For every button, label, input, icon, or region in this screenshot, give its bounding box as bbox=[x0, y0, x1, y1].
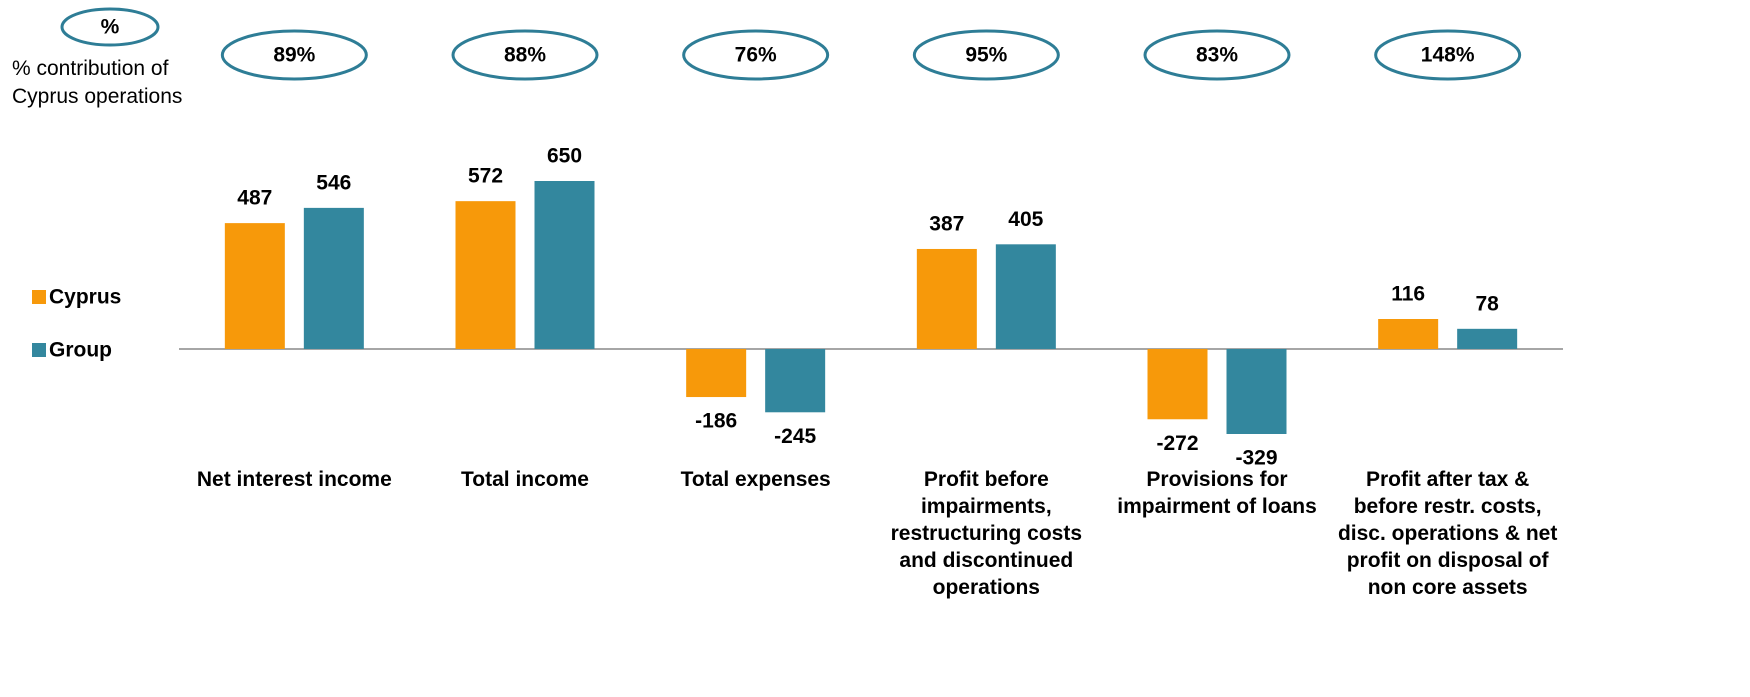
category-label: Provisions for impairment of loans bbox=[1117, 468, 1317, 518]
legend-swatch bbox=[32, 290, 46, 304]
bar bbox=[765, 348, 826, 413]
legend-label: Cyprus bbox=[49, 286, 121, 309]
data-label: -272 bbox=[1156, 432, 1198, 455]
contribution-value: 148% bbox=[1421, 44, 1475, 67]
bar bbox=[1378, 319, 1439, 349]
category-label: Total income bbox=[461, 468, 589, 491]
data-label: 116 bbox=[1391, 283, 1425, 306]
category-label: Net interest income bbox=[196, 468, 392, 491]
contribution-value: 88% bbox=[504, 44, 546, 67]
bar bbox=[995, 244, 1056, 349]
bar bbox=[534, 181, 595, 349]
bar bbox=[1457, 328, 1518, 349]
contribution-header: % bbox=[101, 16, 120, 39]
category-label: Profit after tax & before restr. costs, … bbox=[1337, 468, 1558, 599]
contribution-ellipse bbox=[451, 29, 599, 81]
bar bbox=[1147, 348, 1208, 420]
data-label: -245 bbox=[774, 425, 816, 448]
bar bbox=[686, 348, 747, 398]
legend-swatch bbox=[32, 343, 46, 357]
data-label: 487 bbox=[237, 187, 272, 210]
contribution-value: 95% bbox=[965, 44, 1007, 67]
data-label: 572 bbox=[468, 165, 503, 188]
category-label: Profit before impairments, restructuring… bbox=[890, 468, 1083, 599]
data-label: 78 bbox=[1475, 292, 1499, 315]
legend-label: Group bbox=[49, 339, 112, 362]
contribution-value: 89% bbox=[273, 44, 315, 67]
contribution-ellipse bbox=[682, 29, 830, 81]
contribution-label: % contribution of Cyprus operations bbox=[12, 57, 183, 108]
contribution-ellipse bbox=[1374, 29, 1522, 81]
data-label: 387 bbox=[929, 213, 964, 236]
contribution-ellipse bbox=[220, 29, 368, 81]
contribution-value: 76% bbox=[735, 44, 777, 67]
bar bbox=[1226, 348, 1287, 434]
data-label: 546 bbox=[316, 171, 351, 194]
category-label: Total expenses bbox=[680, 468, 831, 491]
contribution-value: 83% bbox=[1196, 44, 1238, 67]
contribution-ellipse bbox=[1143, 29, 1291, 81]
bar bbox=[916, 248, 977, 349]
header-ellipse bbox=[60, 7, 160, 47]
contribution-ellipse bbox=[912, 29, 1060, 81]
data-label: -329 bbox=[1235, 447, 1277, 470]
data-label: 650 bbox=[547, 145, 582, 168]
data-label: -186 bbox=[695, 410, 737, 433]
bar bbox=[455, 201, 516, 349]
data-label: 405 bbox=[1008, 208, 1043, 231]
bar bbox=[224, 223, 285, 349]
bar bbox=[303, 207, 364, 349]
